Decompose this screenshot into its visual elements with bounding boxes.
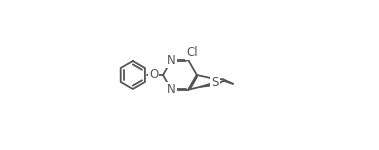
Text: Cl: Cl [186, 46, 198, 59]
Text: N: N [167, 83, 176, 96]
Text: N: N [167, 54, 176, 67]
Text: O: O [149, 69, 158, 81]
Text: S: S [211, 76, 219, 89]
